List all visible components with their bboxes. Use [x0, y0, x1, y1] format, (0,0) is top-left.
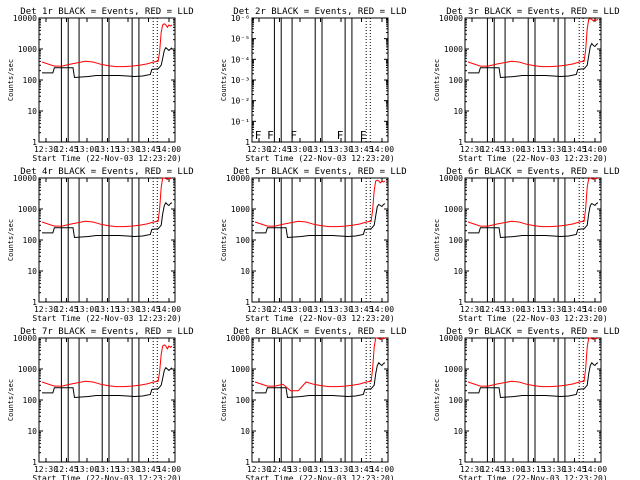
x-tick-label: 14:00 [370, 465, 394, 474]
y-tick-label: 100 [236, 396, 251, 405]
plot-frame [39, 18, 175, 142]
y-tick-label: 10 [453, 107, 463, 116]
y-tick-label: 10⁻¹ [231, 117, 250, 126]
plot-frame [39, 178, 175, 302]
flag-label: F [337, 129, 344, 142]
y-tick-label: 1000 [444, 45, 463, 54]
plot-frame [252, 178, 388, 302]
x-tick-label: 14:00 [583, 305, 607, 314]
x-tick-label: 14:00 [583, 465, 607, 474]
y-axis-label: Counts/sec [433, 59, 441, 101]
y-tick-label: 100 [449, 236, 464, 245]
y-tick-label: 10000 [439, 334, 463, 343]
x-axis-label: Start Time (22-Nov-03 12:23:20) [245, 474, 394, 480]
y-tick-label: 10⁻⁴ [231, 55, 250, 64]
panel-7: Det 7r BLACK = Events, RED = LLD 1 10 100 10… [7, 327, 194, 480]
panel-title: Det 2r BLACK = Events, RED = LLD [233, 7, 406, 17]
y-tick-label: 10 [453, 267, 463, 276]
panel-title: Det 6r BLACK = Events, RED = LLD [446, 167, 619, 177]
flag-label: F [267, 129, 274, 142]
x-tick-label: 14:00 [370, 305, 394, 314]
y-tick-label: 100 [23, 76, 38, 85]
y-tick-label: 1000 [231, 205, 250, 214]
plot-frame [252, 18, 388, 142]
plot-frame [465, 178, 601, 302]
panel-9: Det 9r BLACK = Events, RED = LLD11010010… [433, 327, 620, 480]
y-tick-label: 10000 [13, 174, 37, 183]
y-tick-label: 100 [449, 396, 464, 405]
x-axis-label: Start Time (22-Nov-03 12:23:20) [458, 474, 607, 480]
y-tick-label: 10 [27, 107, 37, 116]
x-tick-label: 14:00 [157, 465, 181, 474]
y-tick-label: 10000 [13, 334, 37, 343]
panel-6: Det 6r BLACK = Events, RED = LLD 1 10 100 10… [433, 167, 620, 323]
y-tick-label: 10000 [226, 174, 250, 183]
x-axis-label: Start Time (22-Nov-03 12:23:20) [245, 314, 394, 323]
panel-4: Det 4r BLACK = Events, RED = LLD11010010… [7, 167, 194, 323]
panel-3: Det 3r BLACK = Events, RED = LLD11010010… [433, 7, 620, 163]
y-tick-label: 10⁻⁵ [231, 35, 250, 44]
x-tick-label: 14:00 [370, 145, 394, 154]
panel-title: Det 7r BLACK = Events, RED = LLD [20, 327, 193, 337]
y-axis-label: Counts/sec [220, 379, 228, 421]
y-tick-label: 1000 [18, 205, 37, 214]
panel-title: Det 4r BLACK = Events, RED = LLD [20, 167, 193, 177]
y-axis-label: Counts/sec [7, 59, 15, 101]
y-axis-label: Counts/sec [7, 219, 15, 261]
y-tick-label: 10000 [226, 334, 250, 343]
x-tick-label: 14:00 [157, 305, 181, 314]
y-tick-label: 10 [27, 427, 37, 436]
y-tick-label: 10000 [439, 14, 463, 23]
y-tick-label: 100 [449, 76, 464, 85]
y-tick-label: 10000 [439, 174, 463, 183]
y-tick-label: 10⁻² [231, 97, 250, 106]
plot-frame [39, 338, 175, 462]
flag-label: E [360, 129, 367, 142]
panel-title: Det 1r BLACK = Events, RED = LLD [20, 7, 193, 17]
flag-label: F [255, 129, 262, 142]
y-tick-label: 100 [23, 396, 38, 405]
panel-8: Det 8r BLACK = Events, RED = LLD11010010… [220, 327, 407, 480]
flag-label: F [290, 129, 297, 142]
panel-title: Det 9r BLACK = Events, RED = LLD [446, 327, 619, 337]
x-axis-label: Start Time (22-Nov-03 12:23:20) [245, 154, 394, 163]
y-tick-label: 1000 [18, 365, 37, 374]
x-axis-label: Start Time (22-Nov-03 12:23:20) [32, 474, 181, 480]
y-tick-label: 10⁻⁶ [231, 14, 250, 23]
y-tick-label: 1000 [231, 365, 250, 374]
y-axis-label: Counts/sec [7, 379, 15, 421]
x-tick-label: 14:00 [157, 145, 181, 154]
y-tick-label: 100 [236, 236, 251, 245]
panel-title: Det 3r BLACK = Events, RED = LLD [446, 7, 619, 17]
y-axis-label: Counts/sec [220, 59, 228, 101]
y-tick-label: 100 [23, 236, 38, 245]
panel-2: Det 2r BLACK = Events, RED = LLD 1 10⁻¹ 10⁻… [220, 7, 407, 163]
x-axis-label: Start Time (22-Nov-03 12:23:20) [32, 314, 181, 323]
plot-frame [465, 18, 601, 142]
x-axis-label: Start Time (22-Nov-03 12:23:20) [458, 154, 607, 163]
panel-5: Det 5r BLACK = Events, RED = LLD 1 10 100 10… [220, 167, 407, 323]
y-tick-label: 10⁻³ [231, 76, 250, 85]
y-tick-label: 1000 [18, 45, 37, 54]
y-tick-label: 10 [453, 427, 463, 436]
y-tick-label: 10000 [13, 14, 37, 23]
plot-frame [252, 338, 388, 462]
y-tick-label: 1000 [444, 205, 463, 214]
x-axis-label: Start Time (22-Nov-03 12:23:20) [32, 154, 181, 163]
y-tick-label: 10 [240, 267, 250, 276]
x-tick-label: 14:00 [583, 145, 607, 154]
panel-title: Det 5r BLACK = Events, RED = LLD [233, 167, 406, 177]
y-tick-label: 10 [240, 427, 250, 436]
plot-frame [465, 338, 601, 462]
y-axis-label: Counts/sec [433, 379, 441, 421]
panel-title: Det 8r BLACK = Events, RED = LLD [233, 327, 406, 337]
y-tick-label: 10 [27, 267, 37, 276]
y-axis-label: Counts/sec [433, 219, 441, 261]
y-axis-label: Counts/sec [220, 219, 228, 261]
panel-1: Det 1r BLACK = Events, RED = LLD 1 10 100 10… [7, 7, 194, 163]
y-tick-label: 1000 [444, 365, 463, 374]
x-axis-label: Start Time (22-Nov-03 12:23:20) [458, 314, 607, 323]
